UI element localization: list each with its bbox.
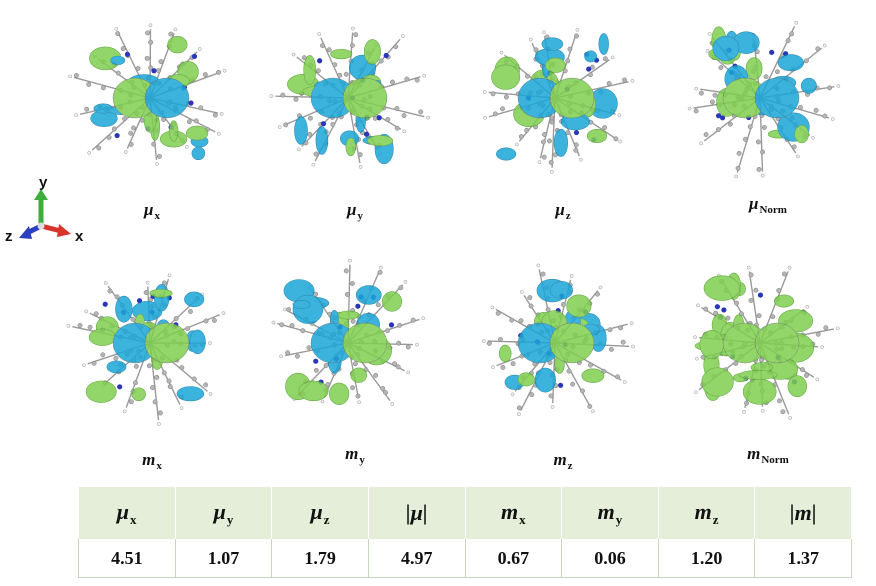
value-mu-abs: 4.97 — [368, 539, 466, 578]
table-row: 4.51 1.07 1.79 4.97 0.67 0.06 1.20 1.37 — [78, 539, 852, 578]
label-m-z: mz — [553, 450, 573, 472]
label-m-y: my — [345, 444, 365, 466]
panel-m-norm — [675, 255, 845, 430]
label-mu-norm: μNorm — [749, 194, 787, 216]
values-table: μx μy μz |μ| mx my mz |m| 4.51 1.07 1.79… — [78, 487, 852, 578]
value-m-z: 1.20 — [658, 539, 756, 578]
isosurface-lobes — [283, 279, 403, 405]
y-axis-arrowhead — [34, 189, 48, 200]
header-m-y: my — [561, 487, 659, 539]
z-axis-arrowhead — [19, 226, 32, 239]
axis-label-x: x — [75, 228, 84, 245]
header-m-abs: |m| — [754, 487, 852, 539]
panel-mu-y — [263, 10, 433, 185]
header-mu-y: μy — [175, 487, 273, 539]
value-m-abs: 1.37 — [754, 539, 852, 578]
label-mu-z: μz — [555, 200, 571, 222]
value-m-y: 0.06 — [561, 539, 659, 578]
panel-mu-z — [470, 10, 640, 185]
coordinate-axes: y z x — [5, 174, 90, 246]
label-m-x: mx — [142, 450, 162, 472]
header-mu-abs: |μ| — [368, 487, 466, 539]
isosurface-lobes — [287, 39, 394, 165]
value-m-x: 0.67 — [465, 539, 563, 578]
isosurface-lobes — [708, 26, 817, 144]
label-mu-y: μy — [347, 200, 363, 222]
header-mu-x: μx — [78, 487, 176, 539]
isosurface-lobes — [491, 33, 618, 161]
panel-mu-x — [65, 10, 235, 185]
isosurface-lobes — [85, 284, 206, 403]
value-mu-y: 1.07 — [175, 539, 273, 578]
label-mu-x: μx — [144, 200, 160, 222]
isosurface-lobes — [89, 36, 209, 161]
isosurface-lobes — [498, 278, 607, 393]
header-m-x: mx — [465, 487, 563, 539]
axis-label-y: y — [39, 174, 48, 191]
value-mu-x: 4.51 — [78, 539, 176, 578]
table-header-row: μx μy μz |μ| mx my mz |m| — [78, 487, 852, 539]
label-m-norm: mNorm — [747, 444, 789, 466]
header-mu-z: μz — [271, 487, 369, 539]
axis-label-z: z — [5, 228, 13, 245]
panel-mu-norm — [675, 10, 845, 185]
header-m-z: mz — [658, 487, 756, 539]
isosurface-lobes — [694, 272, 815, 405]
panel-m-x — [65, 255, 235, 430]
x-axis-arrowhead — [57, 224, 71, 237]
panel-m-y — [263, 255, 433, 430]
panel-m-z — [470, 255, 640, 430]
value-mu-z: 1.79 — [271, 539, 369, 578]
